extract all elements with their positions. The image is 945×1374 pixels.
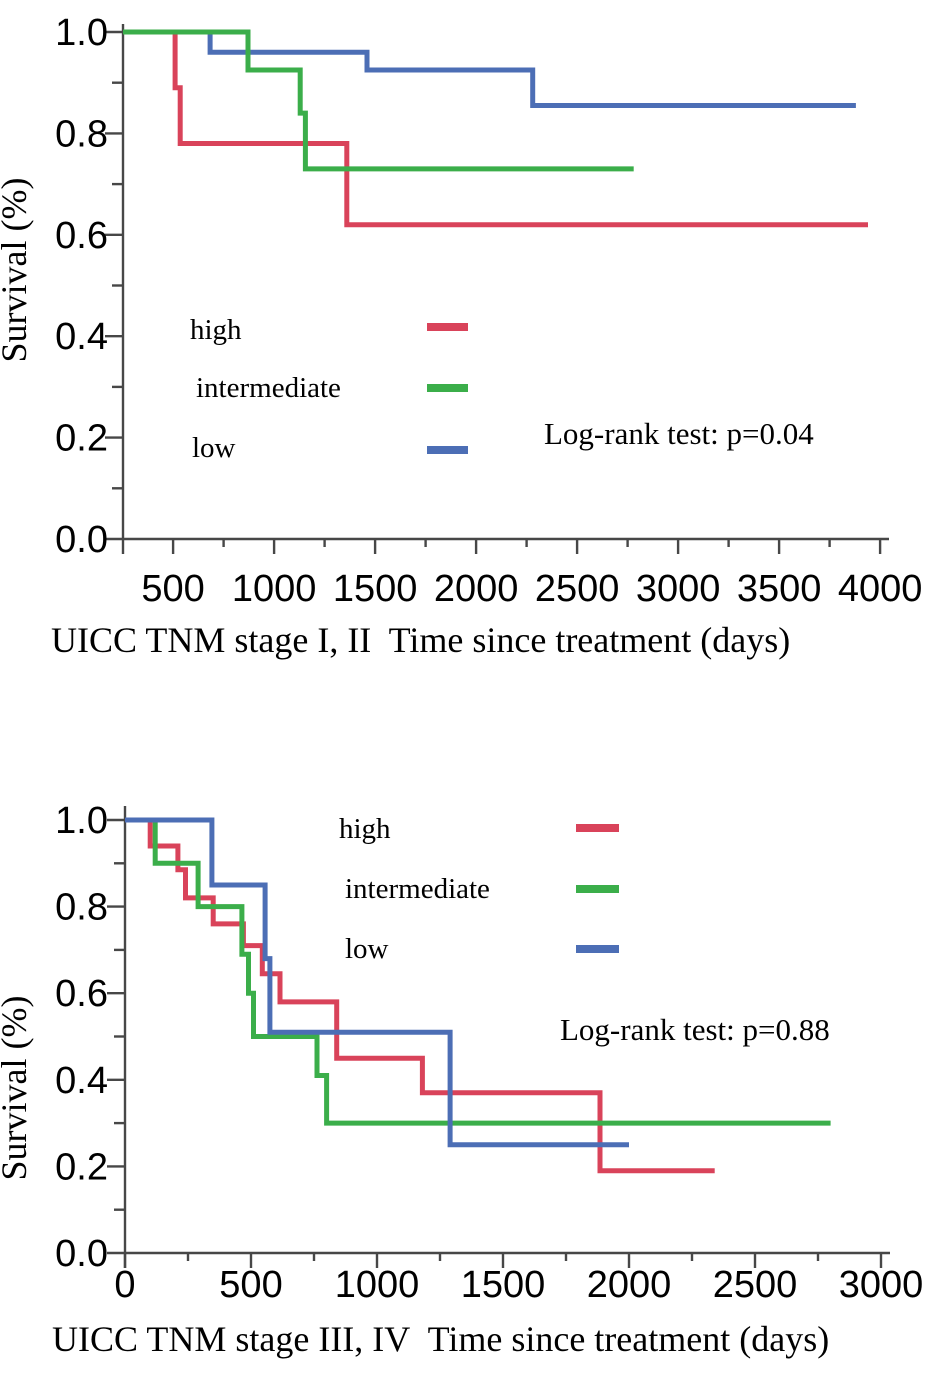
x-tick-label: 3500	[737, 568, 822, 610]
y-tick-label: 0.2	[55, 418, 108, 460]
legend-swatch-high	[427, 323, 468, 331]
legend-swatch-low	[576, 945, 619, 953]
survival-curve-low	[123, 29, 856, 108]
survival-curve-intermediate	[125, 817, 831, 1126]
x-tick-label: 3000	[636, 568, 721, 610]
x-tick-label: 4000	[838, 568, 923, 610]
legend-swatch-high	[576, 824, 619, 832]
legend-swatch-intermediate	[576, 885, 619, 893]
legend-label-low: low	[192, 432, 236, 464]
x-tick-label: 2500	[535, 568, 620, 610]
y-tick-label: 0.8	[55, 887, 108, 929]
y-tick-label: 0.4	[55, 316, 108, 358]
y-tick-label: 0.6	[55, 215, 108, 257]
legend-swatch-intermediate	[427, 384, 468, 392]
survival-curve-high	[125, 817, 715, 1174]
legend-label-high: high	[190, 314, 242, 346]
x-tick-label: 0	[114, 1264, 135, 1306]
x-tick-label: 2500	[713, 1264, 798, 1306]
chart-2: 0 500 1000 1500 2000 2500 3000 0.0 0.2 0.4 0.6 0.8 1…	[0, 800, 923, 1359]
y-tick-label: 1.0	[55, 800, 108, 842]
legend-label-high: high	[339, 813, 391, 845]
y-axis-title: Survival (%)	[0, 996, 34, 1181]
x-tick-label: 1500	[461, 1264, 546, 1306]
x-tick-label: 500	[141, 568, 204, 610]
y-tick-label: 0.8	[55, 113, 108, 155]
survival-curve-low	[125, 817, 629, 1148]
y-tick-label: 0.0	[55, 1233, 108, 1275]
y-tick-label: 0.0	[55, 519, 108, 561]
legend-label-intermediate: intermediate	[345, 873, 490, 905]
survival-curve-intermediate	[123, 29, 634, 172]
legend-label-intermediate: intermediate	[196, 372, 341, 404]
x-axis-title: UICC TNM stage I, II Time since treatmen…	[51, 620, 790, 660]
x-axis-title: UICC TNM stage III, IV Time since treatm…	[52, 1319, 829, 1359]
y-tick-label: 0.4	[55, 1060, 108, 1102]
x-tick-label: 3000	[839, 1264, 924, 1306]
x-tick-label: 500	[219, 1264, 282, 1306]
legend-swatch-low	[427, 446, 468, 454]
x-tick-label: 1500	[333, 568, 418, 610]
y-tick-label: 0.6	[55, 973, 108, 1015]
y-tick-label: 1.0	[55, 12, 108, 54]
chart-1: 500 1000 1500 2000 2500 3000 3500 4000 0.0 0.2 0.4…	[0, 12, 922, 660]
x-tick-label: 2000	[434, 568, 519, 610]
x-tick-label: 1000	[335, 1264, 420, 1306]
x-tick-label: 1000	[232, 568, 317, 610]
x-tick-label: 2000	[587, 1264, 672, 1306]
survival-curve-high	[123, 29, 868, 228]
logrank-annotation: Log-rank test: p=0.88	[560, 1012, 830, 1047]
logrank-annotation: Log-rank test: p=0.04	[544, 416, 814, 451]
y-axis-title: Survival (%)	[0, 178, 34, 363]
legend-label-low: low	[345, 933, 389, 965]
y-tick-label: 0.2	[55, 1146, 108, 1188]
